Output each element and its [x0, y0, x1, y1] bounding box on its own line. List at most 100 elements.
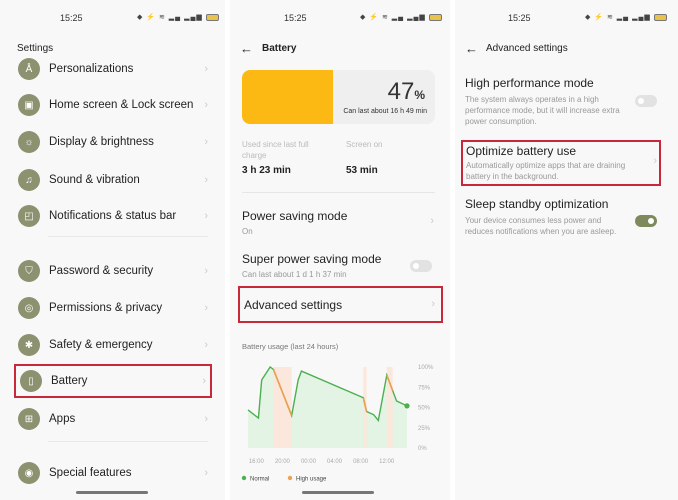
y-tick-label: 50%: [418, 406, 431, 412]
shield-icon: ⛉: [18, 260, 40, 282]
legend-dot: [241, 475, 247, 481]
x-tick-label: 12:00: [379, 459, 395, 465]
settings-item-label: Personalizations: [49, 63, 134, 75]
special-features-icon: ◉: [18, 462, 40, 484]
settings-item-safety-emergency[interactable]: ✱ Safety & emergency ›: [14, 328, 212, 362]
divider: [242, 192, 435, 193]
y-tick-label: 100%: [418, 365, 434, 371]
high-performance-row[interactable]: High performance mode The system always …: [465, 76, 665, 128]
settings-item-label: Safety & emergency: [49, 339, 153, 351]
high-usage-line: [362, 397, 368, 412]
notification-icon: ◰: [18, 205, 40, 227]
advanced-settings-row[interactable]: Advanced settings ›: [238, 286, 443, 323]
chevron-right-icon: ›: [653, 155, 657, 167]
chevron-right-icon: ›: [204, 467, 208, 479]
power-saving-status: On: [242, 227, 253, 236]
high-performance-toggle[interactable]: [635, 95, 657, 107]
divider: [48, 441, 208, 442]
chevron-right-icon: ›: [204, 99, 208, 111]
settings-item-label: Apps: [49, 413, 76, 425]
battery-line: [247, 365, 408, 423]
screen-on-label: Screen on: [346, 140, 383, 149]
super-power-saving-row[interactable]: Super power saving mode Can last about 1…: [238, 249, 438, 283]
chevron-right-icon: ›: [204, 413, 208, 425]
legend-dot: [287, 475, 293, 481]
sleep-standby-label: Sleep standby optimization: [465, 197, 609, 211]
optimize-battery-row[interactable]: Optimize battery use Automatically optim…: [461, 140, 661, 186]
x-tick-label: 20:00: [275, 459, 291, 465]
sleep-standby-sub: Your device consumes less power and redu…: [465, 216, 617, 236]
super-saving-label: Super power saving mode: [242, 252, 382, 266]
battery-percent: 47: [387, 78, 415, 105]
used-label: Used since last full charge: [242, 140, 309, 160]
settings-item-label: Permissions & privacy: [49, 302, 163, 314]
page-title: Battery: [262, 43, 297, 54]
battery-level-fill: [242, 70, 333, 124]
y-tick-label: 0%: [418, 446, 427, 452]
status-icons: ◆ ⚡ ≋ ▂▄ ▂▄▆: [360, 13, 442, 21]
back-arrow-icon[interactable]: ←: [240, 41, 253, 56]
chevron-right-icon: ›: [431, 298, 435, 310]
settings-item-battery[interactable]: ▯ Battery ›: [14, 364, 212, 398]
settings-item-special-features[interactable]: ◉ Special features ›: [14, 456, 212, 490]
divider: [48, 236, 208, 237]
legend-label: High usage: [296, 477, 327, 483]
settings-item-label: Display & brightness: [49, 136, 154, 148]
page-title: Settings: [17, 43, 54, 54]
page-title: Advanced settings: [486, 43, 568, 54]
status-time: 15:25: [60, 13, 83, 23]
privacy-icon: ◎: [18, 297, 40, 319]
power-saving-mode-row[interactable]: Power saving mode On ›: [238, 206, 438, 240]
legend-label: Normal: [250, 477, 269, 483]
image-icon: ▣: [18, 94, 40, 116]
settings-item-label: Battery: [51, 375, 88, 387]
x-tick-label: 08:00: [353, 459, 369, 465]
chart-title: Battery usage (last 24 hours): [242, 342, 339, 351]
battery-status-icon: [653, 13, 667, 21]
chevron-right-icon: ›: [204, 265, 208, 277]
emergency-icon: ✱: [18, 334, 40, 356]
settings-item-label: Sound & vibration: [49, 174, 140, 186]
advanced-settings-screen: 15:25 ◆ ⚡ ≋ ▂▄ ▂▄▆ ← Advanced settings H…: [455, 0, 678, 500]
battery-usage-chart: 100% 75% 50% 25% 0% 16:00 20:00 00:00 04:00 08:00…: [241, 365, 434, 483]
settings-item-label: Notifications & status bar: [49, 210, 177, 222]
x-tick-label: 00:00: [301, 459, 317, 465]
status-time: 15:25: [508, 13, 531, 23]
sleep-standby-row[interactable]: Sleep standby optimization Your device c…: [465, 197, 665, 249]
settings-item-permissions-privacy[interactable]: ◎ Permissions & privacy ›: [14, 291, 212, 325]
settings-item-apps[interactable]: ⊞ Apps ›: [14, 402, 212, 436]
settings-item-password-security[interactable]: ⛉ Password & security ›: [14, 254, 212, 288]
high-usage-line: [272, 369, 293, 416]
advanced-settings-label: Advanced settings: [244, 298, 343, 312]
settings-item-display-brightness[interactable]: ☼ Display & brightness ›: [14, 125, 212, 159]
chevron-right-icon: ›: [204, 210, 208, 222]
back-arrow-icon[interactable]: ←: [465, 41, 478, 56]
chevron-right-icon: ›: [204, 339, 208, 351]
screen-on-value: 53 min: [346, 165, 378, 176]
battery-icon: ▯: [20, 370, 42, 392]
settings-item-notifications-status-bar[interactable]: ◰ Notifications & status bar ›: [14, 199, 212, 233]
super-saving-toggle[interactable]: [410, 260, 432, 272]
settings-item-home-screen-lock-screen[interactable]: ▣ Home screen & Lock screen ›: [14, 88, 212, 122]
home-indicator[interactable]: [76, 491, 148, 494]
high-usage-band: [273, 367, 292, 448]
sleep-standby-toggle[interactable]: [635, 215, 657, 227]
settings-item-sound-vibration[interactable]: ♫ Sound & vibration ›: [14, 163, 212, 197]
settings-item-personalizations[interactable]: Å Personalizations ›: [14, 52, 212, 86]
chevron-right-icon: ›: [204, 63, 208, 75]
optimize-battery-label: Optimize battery use: [466, 144, 577, 158]
status-time: 15:25: [284, 13, 307, 23]
battery-status-icon: [428, 13, 442, 21]
battery-estimate: Can last about 16 h 49 min: [343, 108, 427, 115]
home-indicator[interactable]: [302, 491, 374, 494]
status-icons: ◆ ⚡ ≋ ▂▄ ▂▄▆: [585, 13, 667, 21]
super-saving-sub: Can last about 1 d 1 h 37 min: [242, 270, 347, 279]
x-tick-label: 16:00: [249, 459, 265, 465]
chevron-right-icon: ›: [430, 215, 434, 227]
settings-screen: 15:25 ◆ ⚡ ≋ ▂▄ ▂▄▆ Settings Å Personaliza…: [0, 0, 225, 500]
x-tick-label: 04:00: [327, 459, 343, 465]
percent-sign: %: [414, 88, 425, 102]
sun-icon: ☼: [18, 131, 40, 153]
battery-status-icon: [205, 13, 219, 21]
high-performance-sub: The system always operates in a high per…: [465, 95, 620, 126]
